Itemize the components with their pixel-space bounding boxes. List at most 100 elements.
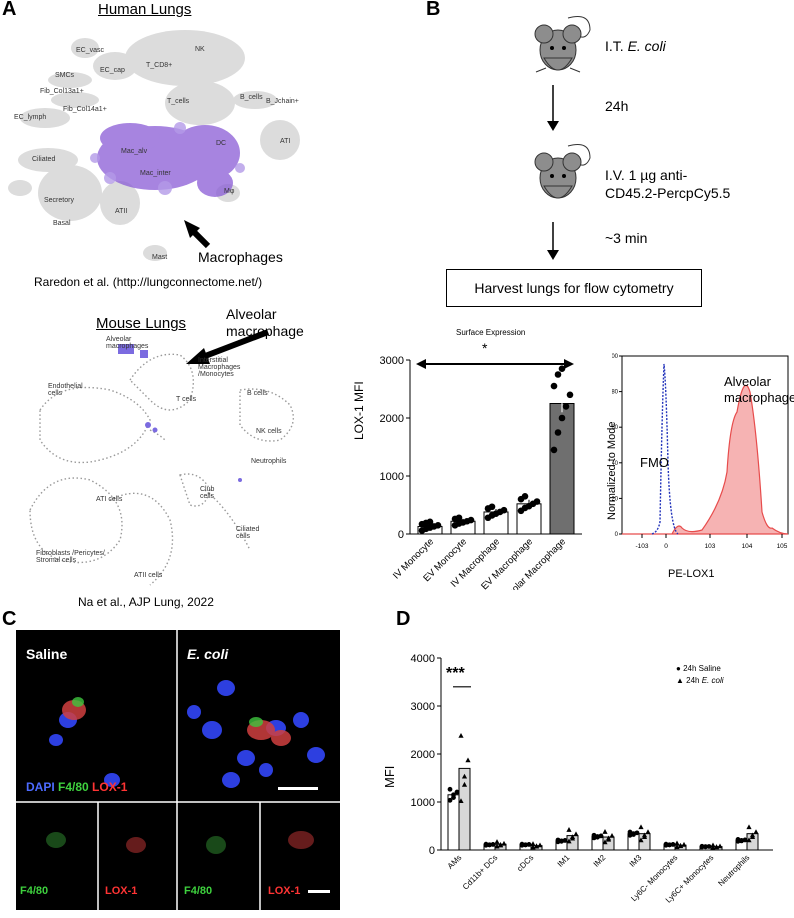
cluster-label: Neutrophils: [251, 458, 287, 465]
fmo-curve: [651, 363, 679, 535]
data-point: [554, 371, 562, 378]
human-credit: Raredon et al. (http://lungconnectome.ne…: [34, 275, 263, 289]
saline-label: Saline: [26, 646, 68, 662]
cluster-label: Club cells: [200, 486, 215, 500]
data-point: [458, 798, 464, 804]
sub-f480-saline: F4/80: [20, 885, 49, 897]
cluster-label: ATI: [280, 138, 291, 145]
cluster-label: NK: [195, 46, 205, 53]
alveolar-macrophage-curve: [622, 384, 789, 535]
y-tick-label: 1000: [380, 471, 404, 483]
y-tick-label: 2000: [411, 749, 435, 761]
hist-x-tick-label: -103: [635, 543, 648, 550]
hist-x-tick-label: 104: [742, 543, 753, 550]
cluster-label: B cells: [247, 390, 268, 397]
cluster-label: Secretory: [44, 197, 74, 204]
cluster-label: Mac_alv: [121, 148, 148, 155]
cluster-label: NK cells: [256, 428, 282, 435]
data-point: [746, 824, 752, 830]
y-tick-label: 1000: [411, 797, 435, 809]
data-point: [699, 843, 705, 849]
data-point: [713, 844, 720, 849]
category-label: AMs: [446, 853, 464, 871]
fmo-label: FMO: [640, 455, 669, 470]
data-point: [717, 843, 723, 849]
cluster-label: DC: [216, 140, 227, 147]
microscopy-image: [16, 630, 340, 910]
legend-saline: ● 24h Saline: [676, 664, 721, 673]
hist-y-tick-label: 80: [612, 390, 619, 396]
hist-x-tick-label: 0: [664, 543, 668, 550]
mouse-umap: [29, 330, 294, 586]
data-point: [497, 842, 504, 847]
data-point: [558, 414, 566, 422]
data-point: [641, 832, 648, 838]
data-point: [703, 844, 708, 850]
legend-ecoli: ▲ 24h E. coli: [676, 676, 724, 685]
bar: [447, 794, 460, 851]
data-point: [461, 781, 468, 787]
data-point: [706, 844, 712, 849]
data-point: [454, 789, 460, 795]
data-point: [467, 516, 475, 524]
arrow-right-icon: [564, 359, 574, 369]
data-point: [523, 842, 528, 848]
chart-b-ylabel: LOX-1 MFI: [352, 381, 366, 440]
data-point: [550, 446, 558, 454]
cluster-label: Mac_inter: [140, 170, 171, 177]
cluster-label: Mφ: [224, 188, 235, 195]
data-point: [562, 403, 570, 410]
hist-y-tick-label: 40: [612, 461, 619, 467]
cluster-label: Basal: [53, 220, 71, 227]
mouse-icon: [534, 144, 591, 199]
y-tick-label: 4000: [411, 653, 435, 665]
cluster-label: Fib_Col13a1+: [40, 88, 84, 95]
panel-c-label: C: [2, 608, 17, 630]
cluster-label: ATII cells: [134, 572, 163, 579]
cluster-label: B_cells: [240, 94, 263, 101]
chart-b-title: Surface Expression: [456, 328, 526, 337]
category-label: IM1: [556, 853, 572, 869]
data-point: [569, 834, 576, 840]
cluster-label: SMCs: [55, 72, 75, 79]
cluster-label: B_Jchain+: [266, 98, 299, 105]
cluster-label: Fibroblasts /Pericytes/ Stromal cells: [36, 550, 105, 564]
category-label: IM2: [592, 853, 608, 869]
sub-f480-ecoli: F4/80: [184, 885, 213, 897]
wait-3min: ~3 min: [605, 230, 648, 246]
chart-b-significance: *: [482, 340, 488, 356]
data-point: [638, 837, 644, 843]
hist-y-tick-label: 60: [612, 425, 619, 431]
panel-a-label: A: [2, 0, 17, 20]
category-label: cDCs: [515, 853, 535, 873]
cluster-label: T cells: [176, 396, 197, 403]
step-iv-antibody: I.V. 1 µg anti- CD45.2-PercpCy5.5: [605, 167, 731, 201]
data-point: [573, 831, 579, 837]
data-point: [487, 842, 492, 848]
data-point: [559, 838, 564, 844]
data-point: [447, 797, 453, 803]
cluster-label: Endothelial cells: [48, 383, 83, 397]
data-point: [645, 829, 651, 835]
data-point: [566, 827, 572, 832]
data-point: [451, 795, 456, 800]
category-label: Cd11b+ DCs: [461, 853, 499, 891]
cluster-label: Ciliated: [32, 156, 56, 163]
ecoli-label: E. coli: [187, 646, 229, 662]
y-tick-label: 0: [398, 529, 404, 541]
data-point: [631, 832, 636, 837]
cluster-label: EC_cap: [100, 67, 125, 74]
cluster-label: Mast: [152, 254, 168, 261]
human-umap: [8, 30, 300, 261]
hist-xlabel: PE-LOX1: [668, 568, 715, 580]
data-point: [627, 829, 633, 835]
y-tick-label: 2000: [380, 413, 404, 425]
cluster-label: Alveolar macrophages: [106, 336, 149, 350]
data-point: [434, 522, 442, 529]
alveolar-macrophage-hist-label: Alveolar macrophage: [724, 374, 794, 405]
data-point: [602, 839, 608, 845]
data-point: [605, 835, 612, 841]
cluster-label: EC_lymph: [14, 114, 47, 121]
cluster-label: Interstitial Macrophages /Monocytes: [198, 357, 241, 378]
